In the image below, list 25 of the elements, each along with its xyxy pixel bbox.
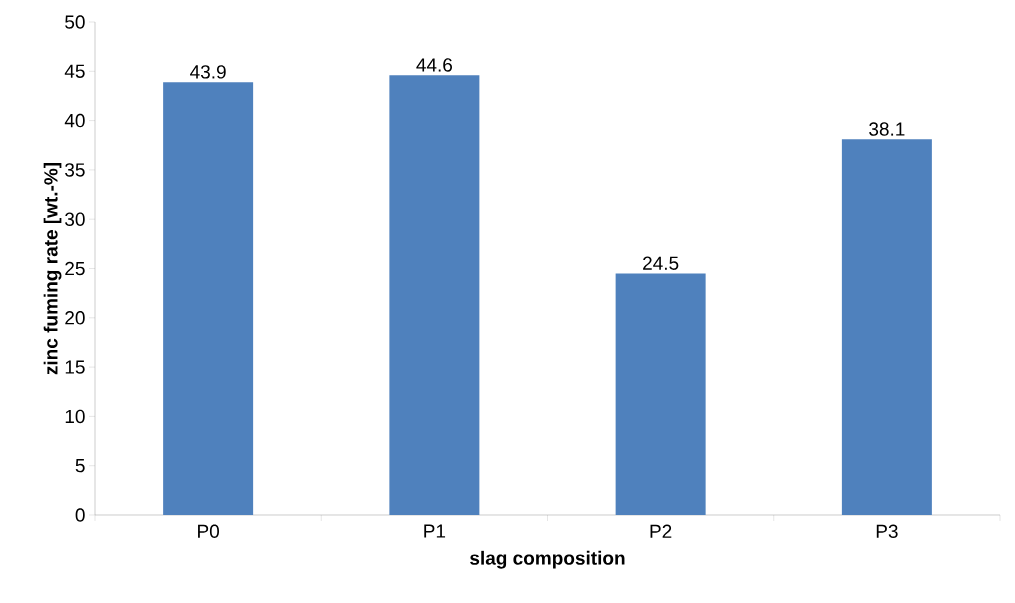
bar: [615, 273, 706, 515]
x-tick-label: P0: [198, 524, 219, 538]
data-label: 38.1: [869, 122, 905, 136]
data-label: 43.9: [190, 65, 226, 79]
x-tick-label: P3: [876, 524, 898, 538]
y-tick-label: 0: [75, 508, 85, 522]
x-tick-label: P2: [650, 524, 672, 538]
data-label: 44.6: [416, 58, 453, 72]
y-tick-label: 15: [65, 360, 85, 374]
bar: [163, 82, 254, 515]
y-axis-title: zinc fuming rate [wt.-%]: [43, 162, 62, 375]
y-tick-label: 5: [75, 459, 85, 473]
bar: [389, 75, 480, 515]
y-tick-label: 50: [65, 15, 85, 29]
y-tick-label: 25: [65, 261, 85, 276]
y-tick-label: 40: [64, 113, 85, 128]
data-label: 24.5: [643, 256, 679, 270]
x-axis-title: slag composition: [470, 550, 625, 569]
y-tick-label: 20: [65, 311, 85, 325]
y-tick-label: 35: [65, 163, 85, 177]
y-tick-label: 45: [64, 64, 85, 78]
y-tick-label: 10: [65, 409, 85, 424]
y-tick-label: 30: [65, 212, 85, 226]
bar: [841, 139, 932, 515]
x-tick-label: P1: [424, 524, 446, 538]
